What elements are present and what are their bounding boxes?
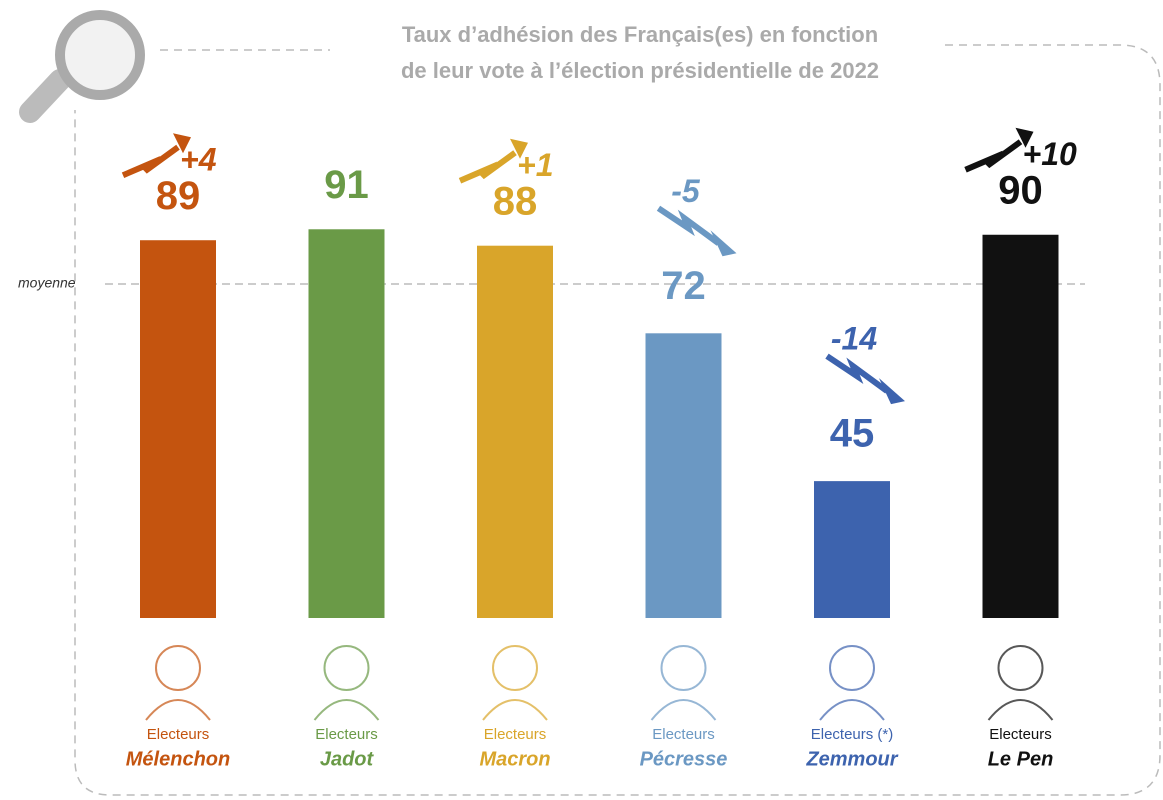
bar [140,240,216,618]
portrait-body [652,700,716,720]
portrait [315,646,379,720]
x-tick-label: Jadot [320,748,375,770]
title-line: Taux d’adhésion des Français(es) en fonc… [402,22,878,47]
value-label: 89 [156,174,201,218]
x-tick-label: Zemmour [805,748,898,770]
chart: Taux d’adhésion des Français(es) en fonc… [0,0,1163,800]
portrait-body [820,700,884,720]
change-label: +1 [517,147,553,183]
value-label: 45 [830,412,875,456]
x-tick-label: Mélenchon [126,748,230,770]
portrait [989,646,1053,720]
portrait-body [483,700,547,720]
voter-prefix: Electeurs [147,726,210,743]
change-label: +4 [180,142,217,178]
portrait [820,646,884,720]
voter-prefix: Electeurs [315,726,378,743]
mean-label: moyenne [18,275,76,291]
title-line: de leur vote à l’élection présidentielle… [401,58,879,83]
change-arrow [659,208,719,243]
portrait [146,646,210,720]
bar [477,246,553,618]
portrait-body [146,700,210,720]
value-label: 91 [324,163,369,207]
x-tick-label: Pécresse [640,748,728,770]
x-tick-label: Le Pen [988,748,1054,770]
portrait-head [156,646,200,690]
x-tick-label: Macron [479,748,550,770]
bar [646,333,722,618]
portrait-head [493,646,537,690]
voter-prefix: Electeurs (*) [811,726,894,743]
change-arrow [123,147,178,175]
portrait-head [999,646,1043,690]
voter-prefix: Electeurs [652,726,715,743]
change-arrow [827,356,887,391]
portrait-head [325,646,369,690]
bar [814,481,890,618]
portrait-head [830,646,874,690]
value-label: 88 [493,179,538,223]
change-arrow [966,142,1021,170]
bar [983,235,1059,618]
change-label: -5 [671,173,701,209]
voter-prefix: Electeurs [484,726,547,743]
value-label: 90 [998,168,1043,212]
portrait [652,646,716,720]
value-label: 72 [661,264,706,308]
change-label: +10 [1023,136,1077,172]
portrait-body [989,700,1053,720]
portrait-head [662,646,706,690]
change-arrow [460,153,515,181]
portrait-body [315,700,379,720]
magnifier-icon [30,15,140,112]
change-label: -14 [831,321,877,357]
bar [309,229,385,618]
portrait [483,646,547,720]
voter-prefix: Electeurs [989,726,1052,743]
